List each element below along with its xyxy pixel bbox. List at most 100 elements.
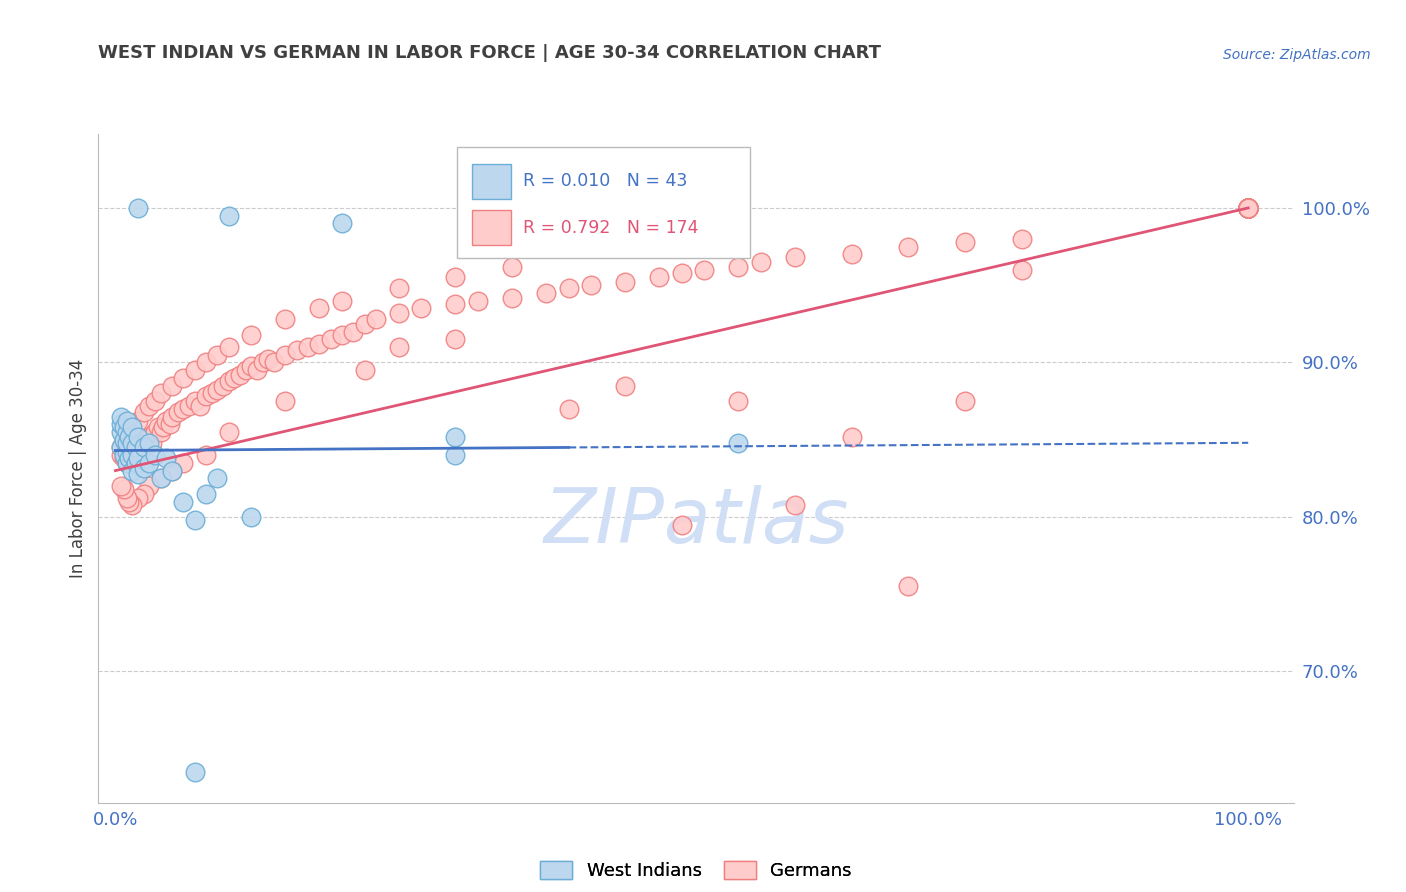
Point: [132, 405, 155, 419]
Point: [138, 456, 160, 470]
Point: [1237, 201, 1260, 215]
Point: [148, 420, 170, 434]
Point: [115, 429, 138, 443]
Point: [110, 441, 132, 455]
Point: [330, 327, 353, 342]
Point: [127, 451, 149, 466]
Point: [127, 429, 149, 443]
Point: [1237, 201, 1260, 215]
Point: [118, 429, 141, 443]
Point: [132, 460, 155, 475]
Point: [110, 479, 132, 493]
Point: [1237, 201, 1260, 215]
Point: [330, 293, 353, 308]
Point: [1237, 201, 1260, 215]
Point: [274, 312, 297, 326]
Point: [155, 414, 177, 428]
Point: [121, 420, 143, 434]
Point: [115, 425, 138, 439]
Point: [1237, 201, 1260, 215]
Point: [240, 327, 263, 342]
Point: [115, 435, 138, 450]
Point: [218, 340, 240, 354]
Point: [114, 451, 136, 466]
Point: [149, 386, 172, 401]
Point: [190, 399, 212, 413]
Point: [110, 441, 132, 455]
Point: [1237, 201, 1260, 215]
Point: [118, 494, 141, 508]
Point: [263, 355, 285, 369]
Point: [121, 420, 143, 434]
Point: [121, 464, 143, 478]
Point: [207, 384, 229, 398]
Point: [143, 448, 166, 462]
Point: [274, 394, 297, 409]
Point: [121, 451, 143, 466]
Point: [1237, 201, 1260, 215]
Point: [557, 401, 579, 416]
Point: [330, 216, 353, 230]
Point: [308, 337, 330, 351]
Point: [1237, 201, 1260, 215]
Point: [149, 425, 172, 439]
Point: [218, 374, 240, 388]
Point: [1237, 201, 1260, 215]
Point: [121, 448, 143, 462]
Point: [1237, 201, 1260, 215]
Point: [110, 425, 132, 439]
Point: [138, 429, 160, 443]
Point: [1237, 201, 1260, 215]
Point: [579, 278, 602, 293]
Text: WEST INDIAN VS GERMAN IN LABOR FORCE | AGE 30-34 CORRELATION CHART: WEST INDIAN VS GERMAN IN LABOR FORCE | A…: [98, 45, 882, 62]
Point: [183, 394, 205, 409]
Point: [138, 435, 160, 450]
Point: [1237, 201, 1260, 215]
Point: [1237, 201, 1260, 215]
Point: [693, 262, 716, 277]
Point: [212, 378, 235, 392]
Point: [183, 513, 205, 527]
Point: [534, 285, 557, 300]
Point: [240, 359, 263, 373]
Point: [727, 260, 749, 274]
Point: [207, 471, 229, 485]
Point: [132, 487, 155, 501]
Point: [159, 417, 181, 432]
Point: [1237, 201, 1260, 215]
Point: [1237, 201, 1260, 215]
Point: [218, 425, 240, 439]
Point: [953, 394, 976, 409]
Point: [115, 456, 138, 470]
Point: [143, 394, 166, 409]
Point: [127, 201, 149, 215]
FancyBboxPatch shape: [472, 211, 510, 245]
Point: [1237, 201, 1260, 215]
Point: [1237, 201, 1260, 215]
Text: R = 0.792   N = 174: R = 0.792 N = 174: [523, 219, 699, 236]
Point: [132, 435, 155, 450]
Point: [125, 441, 148, 455]
Point: [118, 425, 141, 439]
Point: [1237, 201, 1260, 215]
Point: [252, 355, 274, 369]
Point: [1237, 201, 1260, 215]
Point: [1237, 201, 1260, 215]
Point: [1237, 201, 1260, 215]
Point: [319, 332, 342, 346]
Point: [1237, 201, 1260, 215]
Point: [114, 482, 136, 496]
Point: [160, 409, 183, 424]
Point: [207, 348, 229, 362]
Point: [1237, 201, 1260, 215]
Point: [501, 260, 523, 274]
Point: [444, 270, 467, 285]
Point: [783, 251, 806, 265]
Point: [172, 401, 194, 416]
Point: [1237, 201, 1260, 215]
Point: [953, 235, 976, 249]
Point: [1237, 201, 1260, 215]
Point: [897, 580, 920, 594]
Point: [224, 371, 246, 385]
Point: [195, 389, 218, 403]
